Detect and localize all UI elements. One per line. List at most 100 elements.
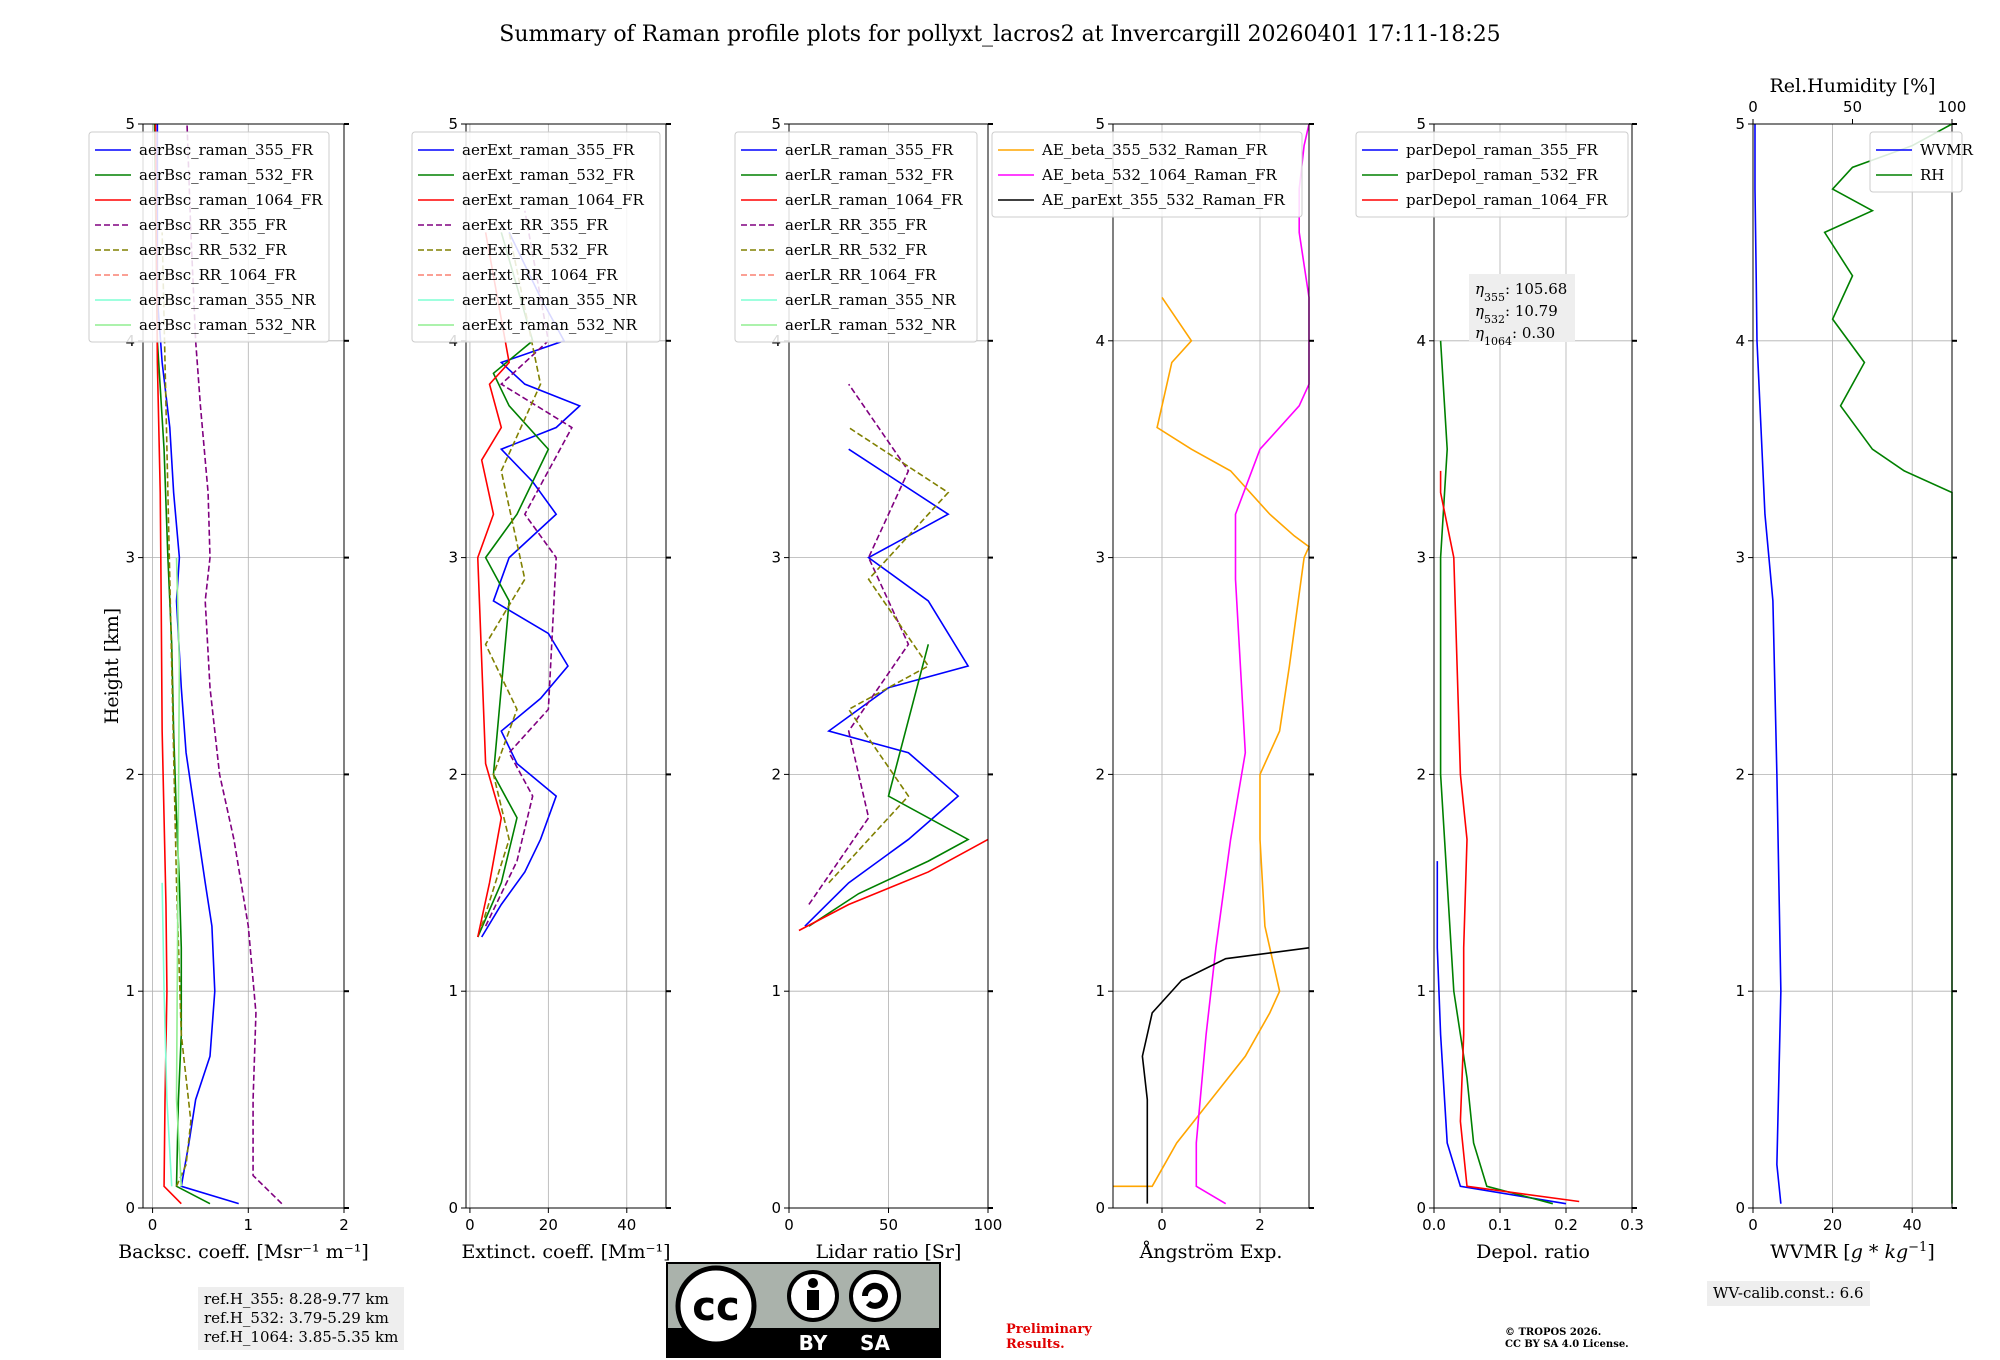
ytick-label: 1 <box>448 982 458 1000</box>
axes-frame <box>465 123 667 1209</box>
legend-box <box>411 131 661 343</box>
ytick-label: 1 <box>1735 982 1745 1000</box>
panel-angstrom: 0 1 2 3 4 5 0 2 Ångström Exp. AE_beta_355_532_Ram… <box>991 115 1314 1263</box>
eta-value: : 105.68 <box>1505 280 1567 298</box>
refh-355: ref.H_355: 8.28-9.77 km <box>204 1290 389 1308</box>
legend-label: aerLR_raman_355_FR <box>785 141 954 159</box>
legend-wvmr: WVMR RH <box>1869 131 1974 193</box>
legend-backscatter: aerBsc_raman_355_FR aerBsc_raman_532_FRae… <box>88 131 330 343</box>
reference-height-box: ref.H_355: 8.28-9.77 km ref.H_532: 3.79-… <box>198 1287 405 1350</box>
legend-label: aerBsc_raman_355_NR <box>139 291 316 309</box>
xlabel-part: * <box>1863 1241 1885 1263</box>
ytick-label: 3 <box>1095 549 1105 567</box>
series-aerBsc_RR_532_FR <box>161 232 192 1187</box>
axes-frame <box>1112 123 1310 1209</box>
ytick-label: 0 <box>448 1199 458 1217</box>
series-aerBsc_raman_355_FR <box>156 124 239 1205</box>
eta-annotation-line: η355: 105.68 <box>1475 280 1567 304</box>
xlabel-part: kg <box>1884 1241 1908 1263</box>
legend-label: aerBsc_RR_355_FR <box>139 216 287 234</box>
legend-label: aerExt_raman_355_FR <box>462 141 635 159</box>
legend-label: aerLR_RR_1064_FR <box>785 266 937 284</box>
legend-label: aerExt_RR_532_FR <box>462 241 609 259</box>
legend-box <box>1869 131 1963 193</box>
ytick-label: 2 <box>1416 765 1426 783</box>
xtick-label: 40 <box>1903 1216 1922 1234</box>
ytick-label: 4 <box>1735 332 1745 350</box>
ytick-label: 3 <box>771 549 781 567</box>
panel-backscatter: 012345012Backsc. coeff. [Msr⁻¹ m⁻¹]aerBs… <box>88 115 369 1263</box>
xtick-label: 0 <box>465 1216 475 1234</box>
legend-label: aerLR_raman_532_NR <box>785 316 956 334</box>
eta-value: : 0.30 <box>1512 324 1555 342</box>
ytick-label: 2 <box>1095 765 1105 783</box>
xtick-label: 100 <box>974 1216 1003 1234</box>
ytick-label: 0 <box>125 1199 135 1217</box>
ytick-label: 4 <box>1095 332 1105 350</box>
ytick-label: 5 <box>125 115 135 133</box>
eta-subscript: 355 <box>1484 291 1505 304</box>
legend-label: RH <box>1920 166 1944 184</box>
xtick-label: 20 <box>1823 1216 1842 1234</box>
ytick-label: 0 <box>1735 1199 1745 1217</box>
legend-label: parDepol_raman_355_FR <box>1406 141 1599 159</box>
series-WVMR <box>1754 124 1782 1204</box>
legend-angstrom: AE_beta_355_532_Raman_FR AE_beta_532_1064… <box>991 131 1303 218</box>
preliminary-note: Preliminary Results. <box>1006 1322 1092 1352</box>
series-AE_parExt_355_532_Raman_FR <box>1141 947 1310 1204</box>
ytick-label: 3 <box>125 549 135 567</box>
ytick-label: 2 <box>125 765 135 783</box>
legend-label: aerLR_RR_355_FR <box>785 216 927 234</box>
legend-box <box>734 131 978 343</box>
ytick-label: 1 <box>125 982 135 1000</box>
legend-label: parDepol_raman_1064_FR <box>1406 191 1608 209</box>
xlabel-part: WVMR [ <box>1770 1241 1850 1263</box>
eta-annotation-line: η1064: 0.30 <box>1475 324 1555 348</box>
eta-subscript: 1064 <box>1484 335 1512 348</box>
top-xtick-label: 50 <box>1843 98 1862 116</box>
copyright-line-1: © TROPOS 2026. <box>1505 1327 1602 1338</box>
eta-annotation-line: η532: 10.79 <box>1475 302 1558 326</box>
legend-lidar_ratio: aerLR_raman_355_FR aerLR_raman_532_FR aerL… <box>734 131 978 343</box>
axes-frame <box>1752 123 1953 1209</box>
ytick-label: 1 <box>1095 982 1105 1000</box>
legend-label: aerExt_raman_532_NR <box>462 316 638 334</box>
eta-value: : 10.79 <box>1505 302 1558 320</box>
xtick-label: 0.3 <box>1620 1216 1644 1234</box>
ytick-label: 0 <box>1416 1199 1426 1217</box>
eta-symbol: η <box>1475 302 1484 320</box>
xtick-label: 2 <box>339 1216 349 1234</box>
ytick-label: 3 <box>448 549 458 567</box>
eta-symbol: η <box>1475 324 1484 342</box>
ytick-label: 5 <box>1735 115 1745 133</box>
xlabel-end: ] <box>1927 1241 1934 1263</box>
xtick-label: 1 <box>244 1216 254 1234</box>
legend-label: aerExt_raman_1064_FR <box>462 191 644 209</box>
ytick-label: 5 <box>771 115 781 133</box>
eta-subscript: 532 <box>1484 313 1505 326</box>
xtick-label: 0 <box>1157 1216 1167 1234</box>
series-aerLR_RR_532_FR <box>828 426 950 884</box>
panel-lidar_ratio: 012345050100Lidar ratio [Sr]aerLR_raman_… <box>734 115 1003 1263</box>
series-aerLR_raman_355_FR <box>804 448 970 927</box>
xaxis-label: Extinct. coeff. [Mm⁻¹] <box>461 1241 670 1263</box>
ytick-label: 1 <box>1416 982 1426 1000</box>
cc-mark-text: cc <box>692 1284 739 1330</box>
series-RH <box>1823 123 1953 1204</box>
ytick-label: 1 <box>771 982 781 1000</box>
xtick-label: 0.1 <box>1488 1216 1512 1234</box>
legend-label: aerExt_raman_532_FR <box>462 166 635 184</box>
legend-box <box>1355 131 1629 218</box>
series-aerLR_raman_1064_FR <box>798 838 989 932</box>
legend-label: aerBsc_RR_532_FR <box>139 241 287 259</box>
legend-depol: parDepol_raman_355_FR parDepol_raman_532_… <box>1355 131 1629 218</box>
xlabel-exponent: −1 <box>1908 1240 1927 1255</box>
ytick-label: 5 <box>1416 115 1426 133</box>
series-parDepol_raman_355_FR <box>1436 861 1567 1205</box>
cc-by-sa-logo: cc BY SA <box>666 1262 941 1358</box>
ytick-label: 3 <box>1416 549 1426 567</box>
legend-label: aerLR_RR_532_FR <box>785 241 927 259</box>
cc-sa-text: SA <box>860 1331 890 1355</box>
legend-label: aerBsc_raman_532_NR <box>139 316 316 334</box>
